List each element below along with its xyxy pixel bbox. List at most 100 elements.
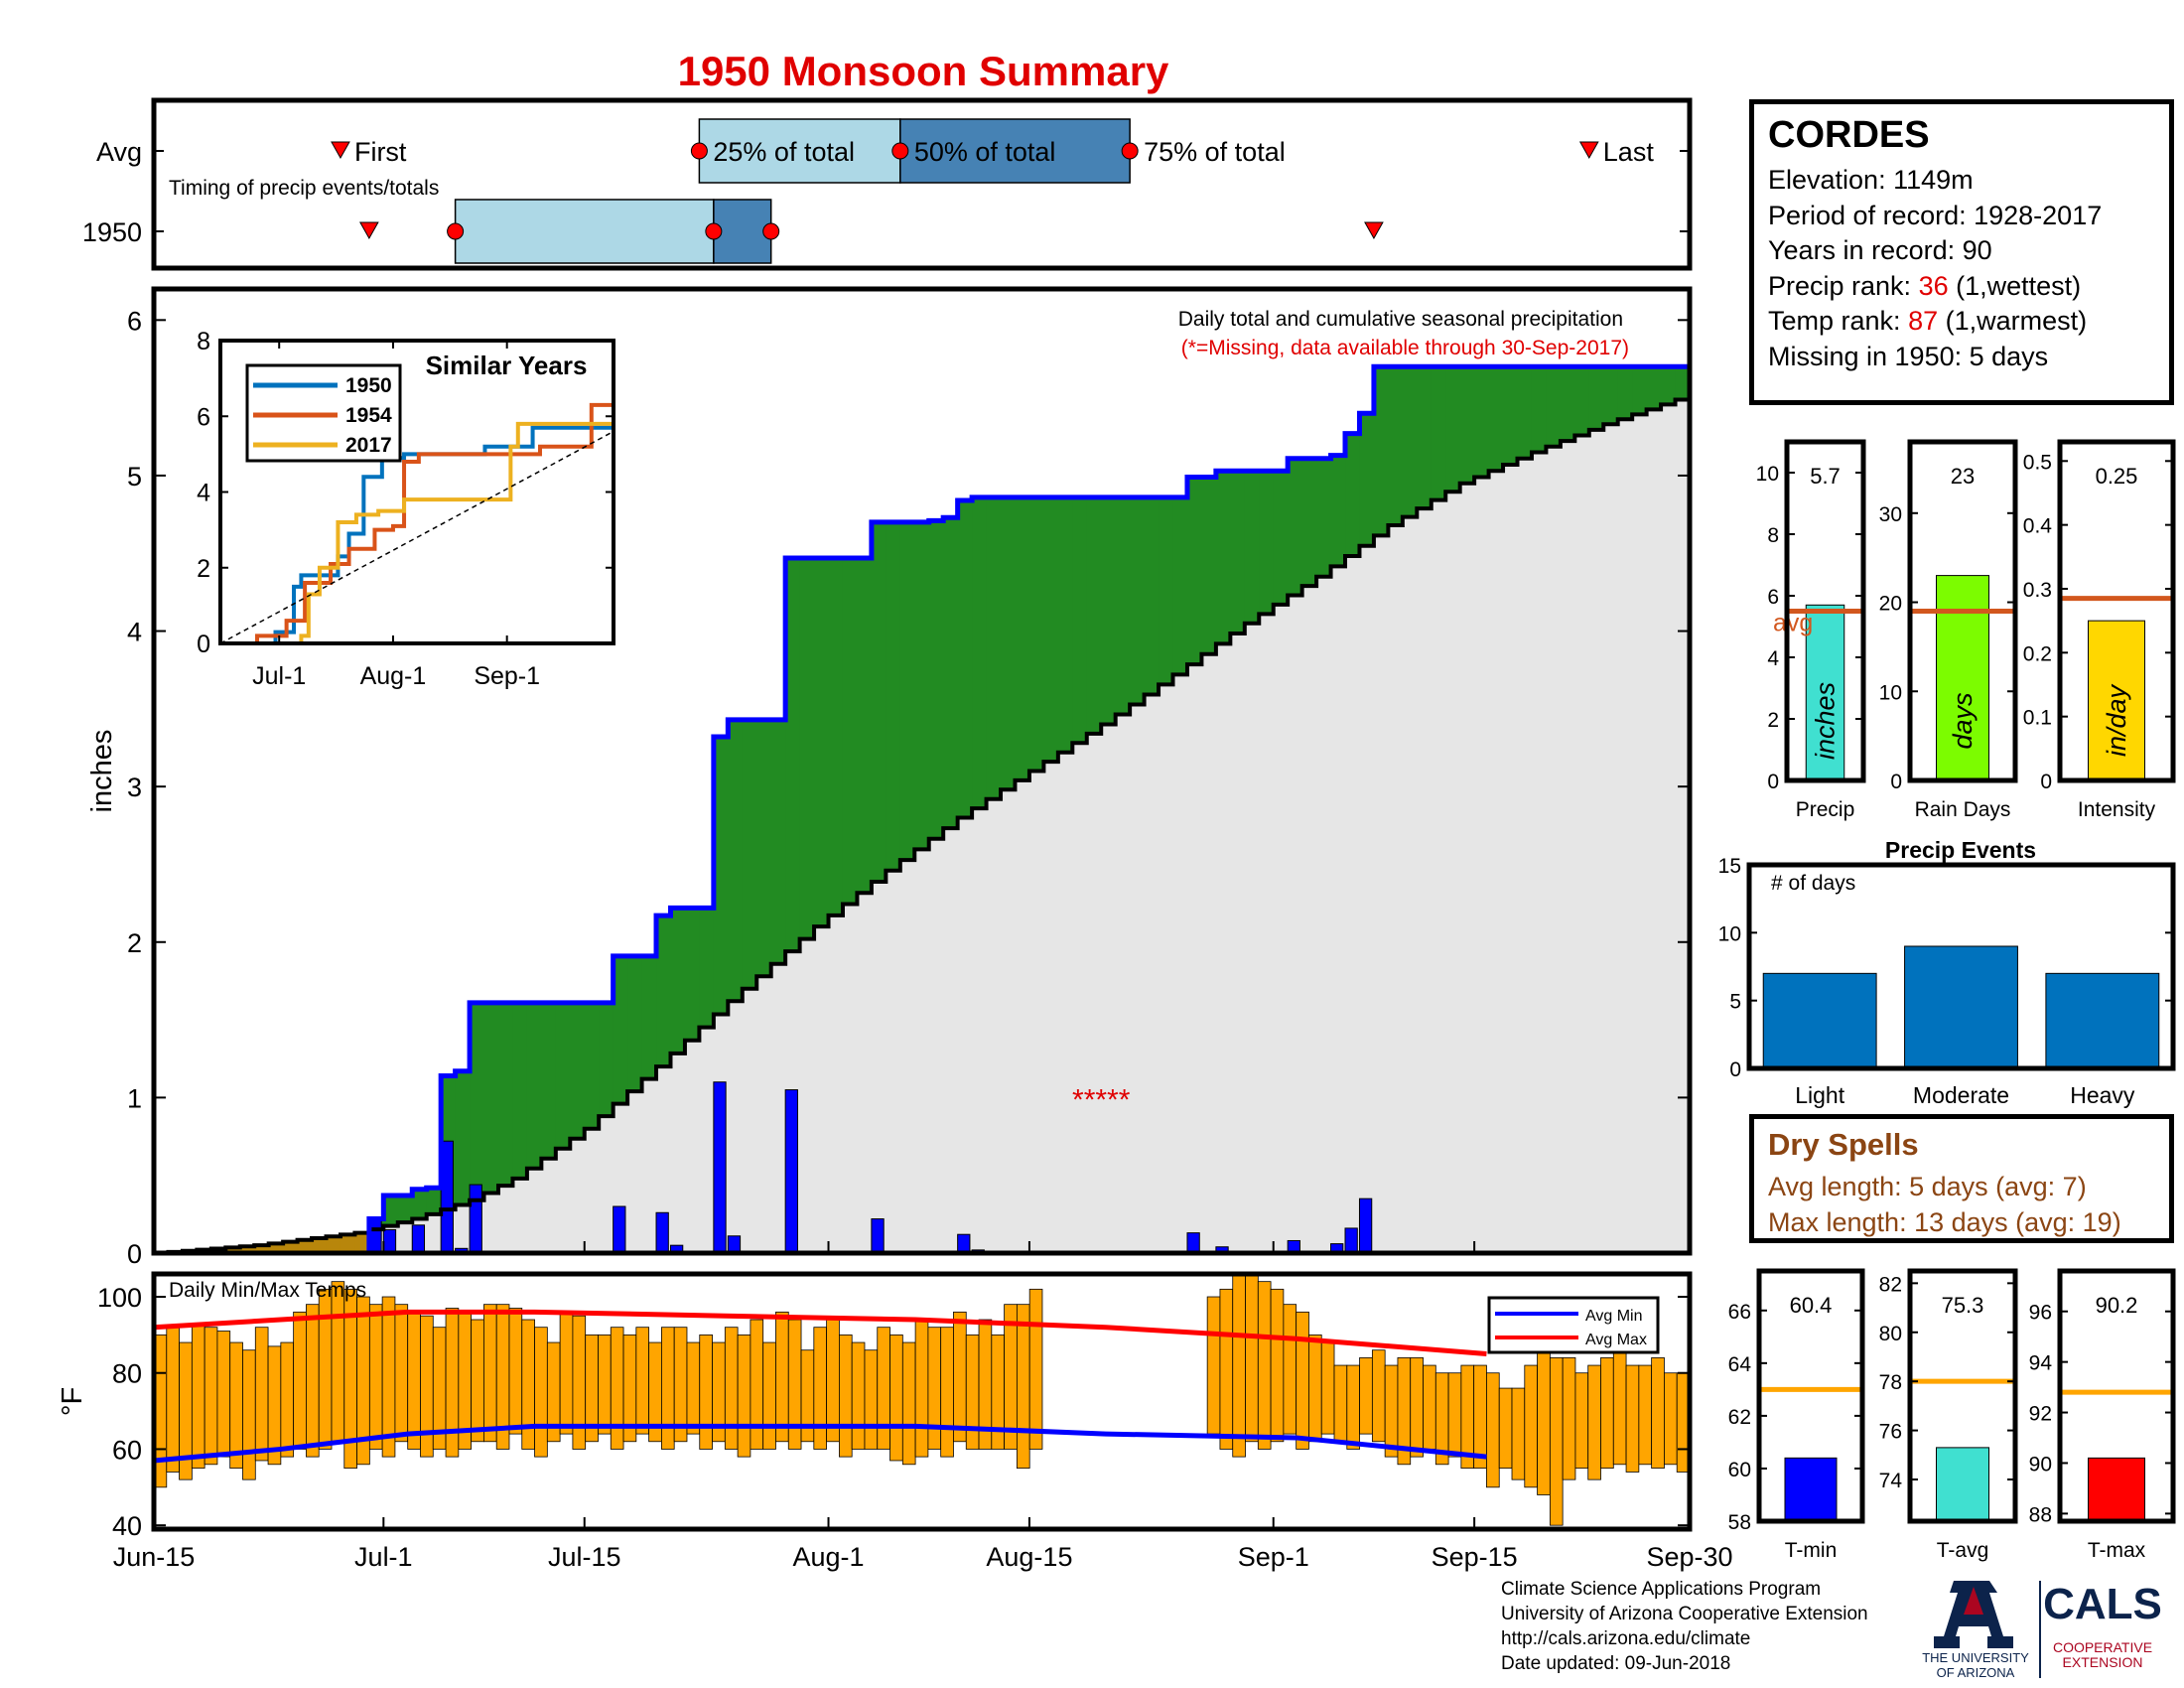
inset-ytick-label: 6: [197, 403, 210, 431]
daily-temp-bar: [420, 1315, 434, 1458]
daily-temp-bar: [1270, 1288, 1285, 1443]
intensity-ytick-label: 0.4: [2023, 515, 2053, 538]
main-ytick-label: 1: [127, 1083, 142, 1113]
timing-avg-p75-marker: [1121, 142, 1139, 160]
temp-panel-border: [151, 1271, 1693, 1532]
daily-precip-bar: [784, 1089, 798, 1254]
surplus-area: [670, 908, 686, 1054]
t_avg-bar: [1936, 1447, 1989, 1522]
surplus-area: [742, 719, 757, 989]
average-cumulative-area: [154, 394, 1690, 1253]
xtick-label: Jul-1: [354, 1542, 413, 1572]
surplus-area: [426, 1188, 442, 1214]
events-bar-moderate: [1904, 945, 2018, 1069]
rain_days-ytick-label: 20: [1879, 593, 1902, 616]
cals-sub-line2: EXTENSION: [2063, 1654, 2143, 1670]
daily-temp-bar: [826, 1319, 840, 1443]
t_max-bar: [2088, 1457, 2145, 1522]
main-ytick-label: 0: [127, 1239, 142, 1269]
temp-ylabel: °F: [57, 1387, 88, 1416]
events-xtick-label-light: Light: [1795, 1082, 1844, 1108]
t_min-ytick-label: 62: [1728, 1406, 1751, 1429]
daily-temp-bar: [1473, 1364, 1487, 1470]
surplus-area: [497, 1002, 514, 1187]
daily-precip-bar: [727, 1235, 742, 1254]
xtick-label: Sep-30: [1646, 1542, 1732, 1572]
inset-xtick-label: Jul-1: [252, 662, 306, 690]
elevation: Elevation: 1149m: [1768, 165, 1974, 195]
events-ytick-label: 0: [1729, 1058, 1741, 1081]
timing-avg-box-25-50: [698, 118, 901, 184]
surplus-area: [1072, 496, 1088, 744]
daily-precip-bar: [957, 1233, 971, 1254]
rain_days-xlabel: Rain Days: [1915, 798, 2011, 821]
timing-year-last-triangle: [1364, 221, 1384, 240]
timing-row-label-avg: Avg: [96, 137, 142, 167]
surplus-area: [699, 908, 715, 1028]
daily-temp-bar: [965, 1334, 980, 1450]
daily-temp-bar: [381, 1296, 396, 1458]
daily-temp-bar: [610, 1327, 624, 1450]
daily-temp-bar: [1549, 1356, 1564, 1526]
surplus-area: [914, 521, 930, 850]
daily-temp-bar: [838, 1334, 853, 1458]
surplus-area: [1646, 366, 1662, 410]
temp-ytick-label: 100: [97, 1283, 142, 1313]
daily-temp-bar: [1232, 1273, 1246, 1458]
daily-temp-bar: [775, 1311, 789, 1443]
daily-temp-bar: [889, 1334, 903, 1462]
surplus-area: [584, 1002, 600, 1129]
main-panel-border: [151, 286, 1693, 1256]
daily-temp-bar: [864, 1349, 879, 1450]
credits: Climate Science Applications Program Uni…: [1501, 1577, 1898, 1676]
surplus-area: [1517, 366, 1533, 459]
surplus-area: [1459, 366, 1475, 484]
deficit-area: [354, 1232, 370, 1253]
xtick-label: Jul-15: [548, 1542, 621, 1572]
daily-temp-bar: [534, 1327, 548, 1458]
daily-temp-bar: [306, 1304, 320, 1458]
daily-temp-bar: [1410, 1356, 1424, 1458]
xtick-label: Sep-1: [1238, 1542, 1309, 1572]
rain_days-value-label: 23: [1951, 464, 1975, 489]
timing-year-p25-marker: [447, 222, 465, 240]
daily-temp-bar: [1333, 1364, 1348, 1443]
surplus-area: [570, 1002, 586, 1139]
surplus-area: [1445, 366, 1461, 492]
surplus-area: [1186, 477, 1203, 665]
xtick-label: Jun-15: [113, 1542, 196, 1572]
precip_total-ytick-label: 8: [1767, 524, 1779, 547]
main-note: (*=Missing, data available through 30-Se…: [1181, 337, 1629, 359]
xtick-label: Aug-15: [986, 1542, 1072, 1572]
timing-year-box-50-75: [713, 199, 772, 264]
surplus-area: [1043, 496, 1059, 763]
surplus-area: [1057, 496, 1073, 753]
daily-temp-bar: [1574, 1372, 1589, 1470]
daily-temp-bar: [1638, 1364, 1653, 1466]
daily-temp-bar: [318, 1288, 333, 1450]
daily-temp-bar: [1371, 1349, 1386, 1443]
xtick-label: Sep-15: [1432, 1542, 1518, 1572]
t_avg-ytick-label: 80: [1879, 1323, 1902, 1345]
surplus-area: [899, 521, 915, 861]
rain_days-panel-border: [1907, 439, 2018, 783]
inset-ytick-label: 8: [197, 328, 210, 355]
temp-legend-min-label: Avg Min: [1585, 1308, 1643, 1325]
daily-temp-bar: [267, 1345, 282, 1466]
surplus-area: [1115, 496, 1131, 715]
daily-temp-bar: [927, 1327, 942, 1450]
surplus-area: [1259, 471, 1275, 615]
t_avg-panel-border: [1907, 1268, 2018, 1524]
daily-temp-bar: [1625, 1364, 1640, 1473]
daily-temp-bar: [1004, 1304, 1018, 1450]
daily-temp-bar: [686, 1341, 701, 1435]
daily-temp-bar: [1016, 1304, 1030, 1470]
daily-temp-bar: [1257, 1281, 1272, 1450]
events-title: Precip Events: [1885, 837, 2036, 863]
surplus-area: [1488, 366, 1504, 472]
intensity-xlabel: Intensity: [2078, 798, 2156, 821]
cals-logo-text: CALS: [2043, 1580, 2162, 1628]
surplus-area: [828, 557, 844, 915]
inset-legend-label-1954: 1954: [345, 404, 392, 427]
daily-temp-bar: [1308, 1334, 1322, 1443]
